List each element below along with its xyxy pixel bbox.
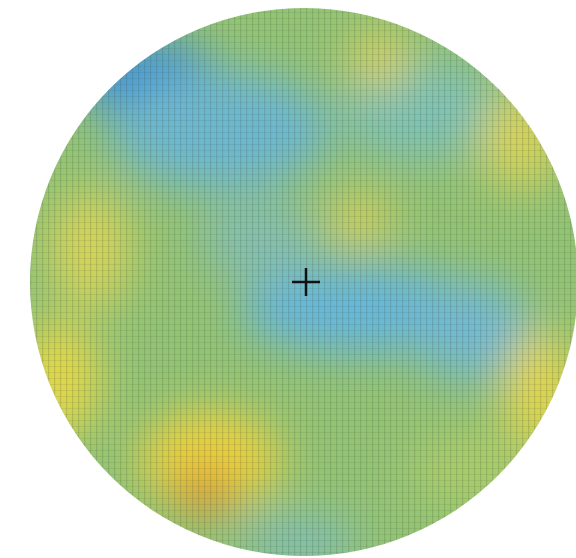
fixation-cross: [292, 268, 320, 296]
